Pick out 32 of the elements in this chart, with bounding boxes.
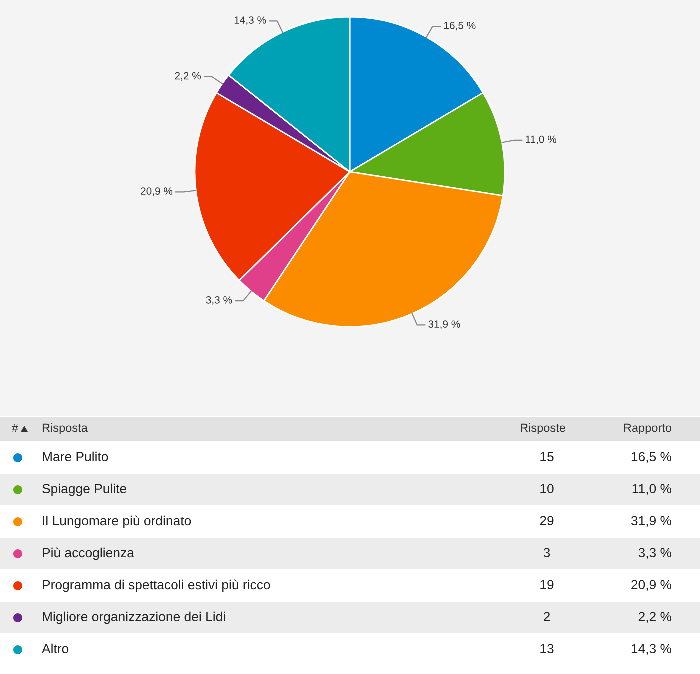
legend-label: Migliore organizzazione dei Lidi bbox=[43, 612, 226, 624]
legend-label: Il Lungomare più ordinato bbox=[43, 516, 192, 528]
text: 31,9 % bbox=[631, 516, 672, 528]
data-label: 20,9 % bbox=[141, 188, 173, 196]
text: Rapporto bbox=[624, 424, 672, 435]
text: 2 bbox=[544, 612, 550, 622]
data-label: 14,3 % bbox=[234, 16, 266, 26]
data-label: 11,0 % bbox=[526, 136, 557, 144]
legend-label: Altro bbox=[42, 644, 69, 654]
legend-label: Più accoglienza bbox=[43, 548, 134, 560]
text: 20,9 % bbox=[632, 580, 672, 592]
text: 13 bbox=[540, 644, 554, 654]
text: 2,2 % bbox=[638, 612, 672, 624]
text: 11,0 % bbox=[632, 484, 672, 496]
text: 10 bbox=[540, 484, 554, 494]
text: 14,3 % bbox=[632, 644, 672, 656]
legend-label: Mare Pulito bbox=[43, 452, 108, 462]
legend-label: Spiagge Pulite bbox=[42, 484, 127, 496]
text: 29 bbox=[540, 516, 554, 526]
data-label: 16,5 % bbox=[444, 22, 476, 31]
text: 3 bbox=[544, 548, 550, 558]
data-label: 2,2 % bbox=[175, 72, 202, 81]
text: Risposta bbox=[42, 423, 88, 435]
legend-label: Programma di spettacoli estivi più ricco bbox=[43, 580, 270, 592]
text: Risposte bbox=[521, 423, 566, 435]
text: # bbox=[12, 424, 19, 432]
text: 19 bbox=[540, 580, 554, 590]
data-label: 3,3 % bbox=[206, 296, 232, 306]
text: 3,3 % bbox=[638, 548, 672, 560]
text: 15 bbox=[540, 452, 554, 462]
data-label: 31,9 % bbox=[428, 320, 460, 330]
text: 16,5 % bbox=[632, 452, 672, 464]
